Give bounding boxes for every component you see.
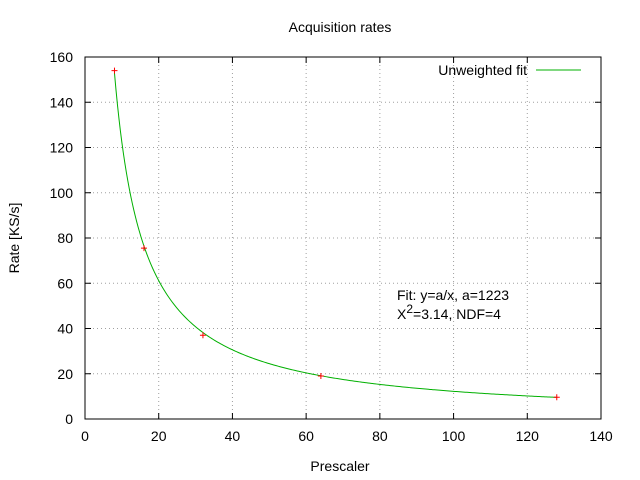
grid (85, 57, 601, 419)
x-tick-label: 0 (81, 428, 89, 444)
y-tick-label: 0 (65, 411, 73, 427)
data-point (317, 373, 324, 380)
data-point (199, 332, 206, 339)
data-point (553, 394, 560, 401)
fit-curve (113, 73, 557, 398)
x-tick-label: 20 (151, 428, 167, 444)
plot-border (84, 56, 602, 420)
fit-annotation-line1: Fit: y=a/x, a=1223 (397, 287, 509, 303)
y-tick-label: 140 (50, 94, 74, 110)
x-tick-label: 80 (372, 428, 388, 444)
y-tick-label: 120 (50, 140, 74, 156)
data-points (111, 67, 560, 401)
x-tick-label: 140 (589, 428, 613, 444)
data-point (140, 245, 147, 252)
x-axis-label: Prescaler (310, 458, 369, 474)
y-tick-label: 100 (50, 185, 74, 201)
y-tick-label: 40 (57, 321, 73, 337)
y-tick-label: 60 (57, 275, 73, 291)
fit-annotation-line2: X2=3.14, NDF=4 (397, 302, 501, 322)
y-tick-label: 160 (50, 49, 74, 65)
y-tick-label: 20 (57, 366, 73, 382)
x-tick-label: 120 (516, 428, 540, 444)
x-tick-label: 40 (225, 428, 241, 444)
x-tick-label: 60 (298, 428, 314, 444)
x-tick-label: 100 (442, 428, 466, 444)
y-tick-label: 80 (57, 230, 73, 246)
legend-label: Unweighted fit (438, 62, 527, 78)
chart-title: Acquisition rates (289, 19, 392, 35)
y-axis-label: Rate [KS/s] (6, 203, 22, 274)
ticks: 0 20 40 60 80 100 120 140 0 20 40 60 80 100 120 140 160 (50, 49, 613, 444)
data-point (111, 67, 118, 74)
